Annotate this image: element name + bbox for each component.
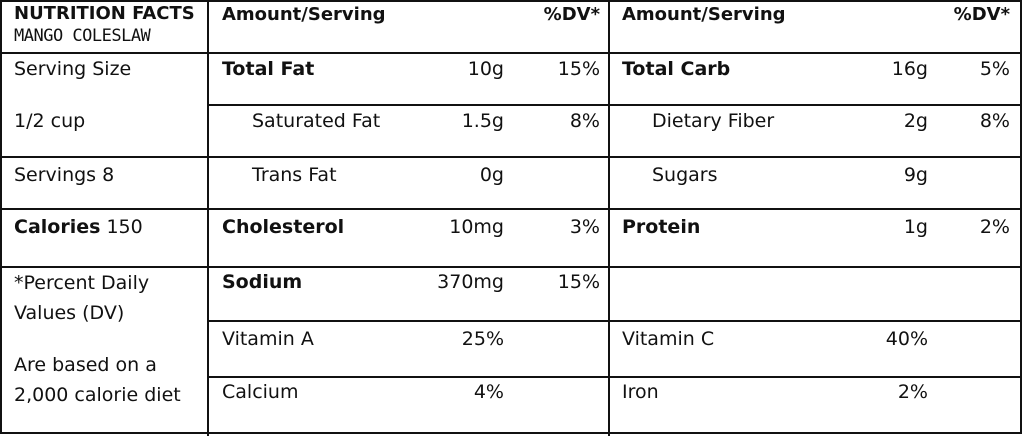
row-divider	[208, 320, 1022, 322]
protein-dv: 2%	[979, 216, 1010, 238]
sugars-label: Sugars	[652, 164, 718, 186]
dv-header: %DV*	[953, 4, 1010, 25]
row-divider	[208, 376, 1022, 378]
row-divider	[0, 266, 1022, 268]
amount-serving-header: Amount/Serving	[622, 4, 786, 25]
vitamin-a-value: 25%	[461, 328, 504, 350]
calcium-value: 4%	[473, 381, 504, 403]
total-carb-label: Total Carb	[622, 58, 731, 80]
iron-label: Iron	[622, 381, 659, 403]
calories-label: Calories	[14, 216, 101, 238]
sodium-dv: 15%	[557, 271, 600, 293]
column-divider	[207, 0, 209, 436]
vitamin-a-label: Vitamin A	[222, 328, 314, 350]
table-title: NUTRITION FACTS	[14, 3, 195, 24]
calories: Calories 150	[14, 216, 143, 238]
total-carb-dv: 5%	[979, 58, 1010, 80]
row-divider	[0, 208, 1022, 210]
cholesterol-amount: 10mg	[449, 216, 504, 238]
cholesterol-dv: 3%	[569, 216, 600, 238]
serving-size-value: 1/2 cup	[14, 110, 86, 132]
calories-value: 150	[106, 216, 143, 238]
column-divider	[608, 0, 610, 436]
serving-size-label: Serving Size	[14, 58, 132, 80]
total-fat-amount: 10g	[467, 58, 504, 80]
total-fat-dv: 15%	[557, 58, 600, 80]
protein-label: Protein	[622, 216, 701, 238]
total-fat-label: Total Fat	[222, 58, 315, 80]
trans-fat-label: Trans Fat	[252, 164, 337, 186]
vitamin-c-value: 40%	[885, 328, 928, 350]
trans-fat-amount: 0g	[479, 164, 504, 186]
product-name: MANGO COLESLAW	[14, 26, 151, 46]
dv-note-line1: *Percent Daily	[14, 272, 150, 294]
saturated-fat-dv: 8%	[569, 110, 600, 132]
saturated-fat-amount: 1.5g	[461, 110, 504, 132]
sugars-amount: 9g	[903, 164, 928, 186]
sodium-label: Sodium	[222, 271, 303, 293]
dv-note-line3: Are based on a	[14, 354, 157, 376]
dv-header: %DV*	[543, 4, 600, 25]
servings: Servings 8	[14, 164, 115, 186]
vitamin-c-label: Vitamin C	[622, 328, 715, 350]
saturated-fat-label: Saturated Fat	[252, 110, 381, 132]
dietary-fiber-label: Dietary Fiber	[652, 110, 775, 132]
dv-note-line4: 2,000 calorie diet	[14, 384, 181, 406]
dietary-fiber-amount: 2g	[903, 110, 928, 132]
cholesterol-label: Cholesterol	[222, 216, 345, 238]
sodium-amount: 370mg	[437, 271, 504, 293]
amount-serving-header: Amount/Serving	[222, 4, 386, 25]
row-divider	[208, 104, 1022, 106]
dietary-fiber-dv: 8%	[979, 110, 1010, 132]
dv-note-line2: Values (DV)	[14, 302, 125, 324]
calcium-label: Calcium	[222, 381, 299, 403]
row-divider	[0, 52, 1022, 54]
row-divider	[0, 156, 1022, 158]
iron-value: 2%	[897, 381, 928, 403]
total-carb-amount: 16g	[891, 58, 928, 80]
protein-amount: 1g	[903, 216, 928, 238]
